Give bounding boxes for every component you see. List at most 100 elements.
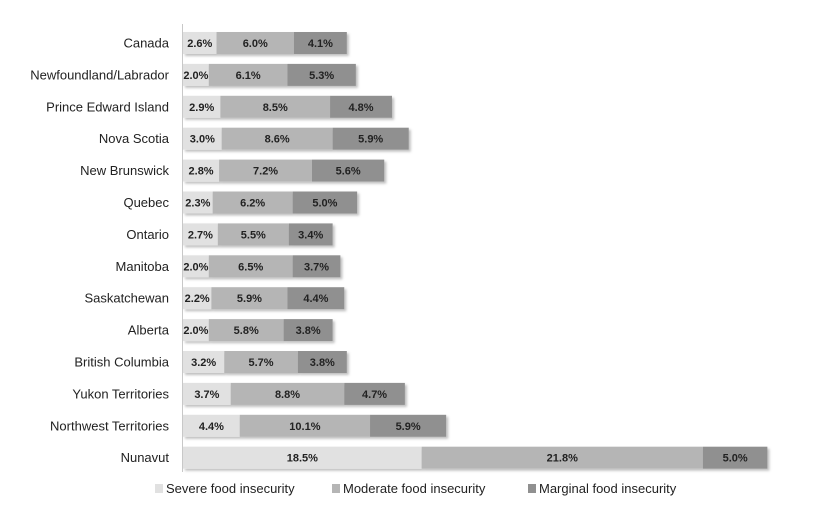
bar-segment-marginal [702,446,768,469]
bar-segment-moderate [230,382,345,405]
data-label: 2.3% [185,198,210,210]
bar-segment-marginal [344,382,405,405]
data-label: 5.0% [312,198,337,210]
data-label: 5.0% [723,453,748,465]
data-label: 5.6% [336,166,361,178]
legend-swatch [155,484,163,493]
bar-segment-severe [183,223,218,246]
data-label: 6.2% [240,198,265,210]
bar-segment-marginal [292,255,341,278]
bar-segment-severe [183,382,231,405]
bar-segment-severe [183,414,240,437]
bar-segment-marginal [370,414,447,437]
data-label: 5.9% [237,293,262,305]
category-label: Newfoundland/Labrador [30,67,169,82]
bar-segment-severe [183,159,220,182]
legend-swatch [528,484,536,493]
category-label: Alberta [128,323,170,338]
bar-group [183,414,447,437]
legend-label: Severe food insecurity [166,481,295,496]
data-label: 4.8% [348,102,373,114]
data-label: 6.1% [236,70,261,82]
data-label: 8.6% [265,134,290,146]
data-label: 3.0% [190,134,215,146]
bar-segment-marginal [287,287,345,310]
bar-segment-marginal [292,191,358,214]
bar-segment-marginal [287,63,356,86]
data-label: 5.3% [309,70,334,82]
bar-segment-severe [183,63,209,86]
data-label: 5.7% [249,357,274,369]
data-label: 21.8% [547,453,578,465]
data-label: 7.2% [253,166,278,178]
legend-label: Moderate food insecurity [343,481,486,496]
data-label: 3.7% [304,261,329,273]
data-label: 5.8% [234,325,259,337]
bar-segment-marginal [297,351,347,373]
data-label: 3.2% [191,357,216,369]
data-label: 2.0% [183,70,208,82]
bar-group [183,382,405,405]
data-label: 18.5% [287,453,318,465]
bar-group [183,159,385,182]
data-label: 2.8% [189,166,214,178]
bar-group [183,319,333,342]
data-label: 2.0% [183,261,208,273]
data-label: 5.9% [396,421,421,433]
bar-segment-severe [183,287,212,310]
category-label: Nunavut [121,450,170,465]
bar-segment-moderate [208,319,284,342]
data-label: 10.1% [289,421,320,433]
bar-segment-severe [183,351,225,373]
data-label: 2.9% [189,102,214,114]
data-label: 2.6% [187,38,212,50]
bar-group [183,351,347,373]
data-label: 6.0% [243,38,268,50]
bar-segment-severe [183,319,209,342]
bar-group [183,63,356,86]
bar-segment-severe [183,32,217,54]
data-label: 4.1% [308,38,333,50]
data-label: 4.4% [199,421,224,433]
bar-segment-moderate [221,127,333,150]
bar-group [183,32,347,54]
data-label: 2.0% [183,325,208,337]
bar-segment-severe [183,95,221,118]
legend-swatch [332,484,340,493]
data-label: 8.8% [275,389,300,401]
data-label: 3.4% [298,229,323,241]
data-label: 6.5% [238,261,263,273]
bar-group [183,127,409,150]
category-label: Canada [123,36,169,51]
category-label: Nova Scotia [99,131,170,146]
bar-segment-marginal [288,223,333,246]
bar-segment-moderate [208,255,293,278]
data-label: 3.8% [310,357,335,369]
bar-segment-moderate [208,63,288,86]
category-label: British Columbia [74,355,169,370]
bar-segment-moderate [220,95,331,118]
data-label: 5.9% [358,134,383,146]
bar-segment-moderate [211,287,288,310]
bar-segment-marginal [283,319,333,342]
bar-segment-severe [183,191,213,214]
bar-segment-moderate [239,414,371,437]
category-label: Saskatchewan [84,291,169,306]
bar-segment-moderate [224,351,298,373]
category-label: Quebec [123,195,169,210]
bar-segment-moderate [217,223,289,246]
bar-group [183,255,341,278]
category-label: Northwest Territories [50,418,169,433]
data-label: 3.8% [296,325,321,337]
category-label: Manitoba [116,259,170,274]
category-label: Ontario [126,227,169,242]
bar-segment-severe [183,127,222,150]
bar-group [183,223,333,246]
data-label: 2.7% [188,229,213,241]
bar-group [183,95,392,118]
bar-segment-marginal [330,95,392,118]
bar-segment-marginal [293,32,347,54]
bar-segment-moderate [216,32,294,54]
bar-segment-severe [183,255,209,278]
